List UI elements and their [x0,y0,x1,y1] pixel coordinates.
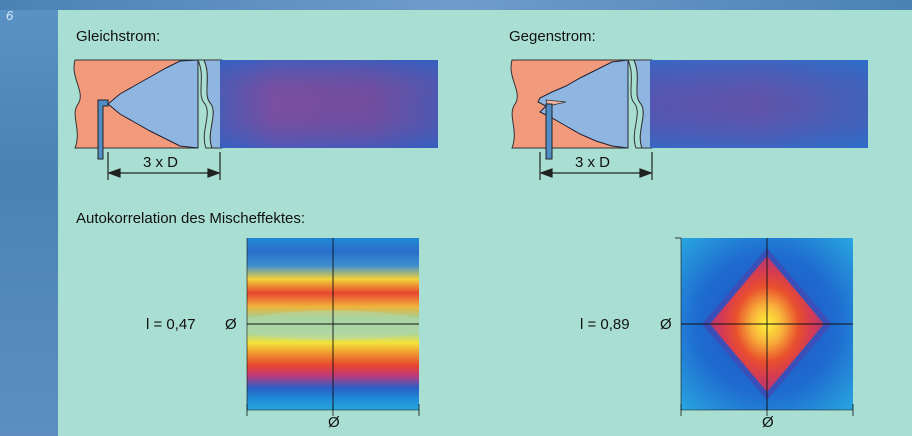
cocurrent-jet-cone [107,59,199,149]
top-margin-strip [0,0,912,10]
countercurrent-pipe-diagram [510,59,868,160]
right-y-axis-origin: Ø [660,316,672,333]
cocurrent-pipe-diagram [73,59,438,160]
cocurrent-dimension-label: 3 x D [143,154,179,171]
countercurrent-dimension-label: 3 x D [575,154,611,171]
cocurrent-title: Gleichstrom: [76,28,161,45]
countercurrent-injector [545,103,553,160]
left-x-axis-origin: Ø [328,414,340,431]
right-x-axis-origin: Ø [762,414,774,431]
countercurrent-dimension [539,152,653,180]
cocurrent-dimension [107,152,221,180]
autocorrelation-plot-left [246,238,420,416]
cocurrent-injector [97,99,109,160]
autocorrelation-title: Autokorrelation des Mischeffektes: [76,210,306,227]
right-lambda-label: l = 0,89 [580,316,630,333]
autocorrelation-plot-right [675,237,854,416]
left-lambda-label: l = 0,47 [146,316,196,333]
left-margin-strip [0,0,58,436]
left-y-axis-origin: Ø [225,316,237,333]
countercurrent-title: Gegenstrom: [509,28,596,45]
page-number: 6 [6,8,14,23]
